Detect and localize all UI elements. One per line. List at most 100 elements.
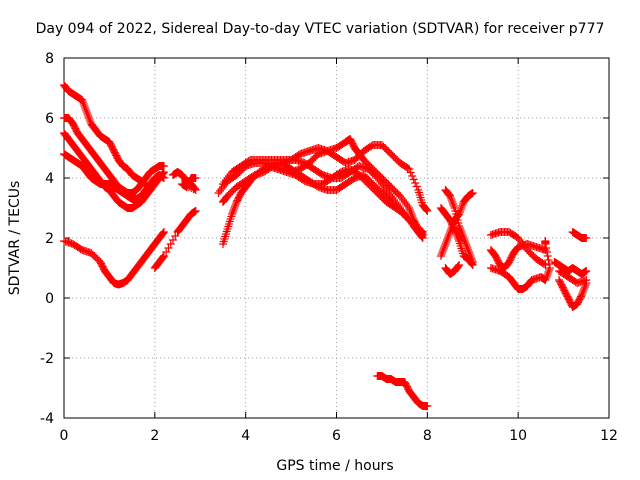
- data-point: [452, 231, 461, 239]
- data-point: [467, 260, 476, 268]
- data-point: [455, 261, 464, 269]
- data-point: [231, 202, 240, 210]
- data-point: [159, 174, 168, 182]
- series-arc-12: [373, 372, 432, 410]
- data-point: [159, 253, 168, 261]
- data-point: [542, 248, 551, 256]
- series-arc-10: [218, 162, 409, 248]
- data-point: [579, 287, 588, 295]
- x-tick-label: 2: [150, 428, 159, 444]
- data-point: [459, 234, 468, 242]
- series-arc-6: [150, 168, 200, 272]
- series-arc-8: [218, 156, 427, 242]
- y-tick-label: 4: [45, 171, 54, 187]
- data-point: [576, 292, 585, 301]
- data-point: [403, 164, 412, 172]
- data-point: [464, 248, 473, 256]
- x-axis-label: GPS time / hours: [276, 458, 393, 474]
- data-point: [447, 196, 456, 204]
- y-tick-label: 2: [45, 231, 54, 247]
- series-arc-14: [486, 228, 554, 293]
- data-point: [228, 210, 237, 218]
- data-point: [450, 225, 459, 233]
- data-point: [456, 226, 465, 234]
- data-point: [455, 208, 464, 216]
- data-point: [79, 100, 88, 108]
- data-point: [442, 238, 451, 246]
- chart-title: Day 094 of 2022, Sidereal Day-to-day VTE…: [36, 21, 605, 37]
- series-arc-4: [60, 150, 168, 203]
- data-point: [580, 285, 589, 293]
- x-tick-label: 0: [60, 428, 69, 444]
- y-tick-label: -4: [40, 411, 54, 427]
- data-point: [543, 270, 552, 278]
- data-point: [458, 230, 467, 238]
- data-point: [542, 274, 551, 282]
- data-point: [409, 175, 418, 184]
- data-point: [411, 179, 420, 187]
- y-tick-label: -2: [40, 351, 54, 367]
- data-point: [83, 110, 92, 118]
- data-point: [461, 238, 470, 246]
- data-point: [468, 261, 477, 269]
- data-point: [443, 236, 452, 244]
- data-point: [418, 228, 427, 236]
- data-point: [231, 200, 240, 208]
- data-point: [408, 172, 417, 180]
- data-point: [454, 235, 463, 243]
- data-point: [464, 246, 473, 254]
- data-point: [543, 252, 552, 260]
- data-point: [457, 204, 466, 212]
- axis-ticks: 0 2 4 6 8 10 12 -4 -2 0 2 4 6 8: [40, 51, 618, 444]
- data-point: [405, 165, 414, 173]
- y-axis-label: SDTVAR / TECUs: [7, 181, 23, 296]
- data-point: [453, 233, 462, 241]
- data-point: [541, 237, 550, 245]
- x-tick-label: 4: [241, 428, 250, 444]
- data-point: [582, 234, 591, 242]
- series-arc-5: [60, 228, 168, 289]
- series-arc-11: [268, 141, 432, 215]
- data-point: [545, 260, 554, 268]
- data-point: [230, 204, 239, 212]
- x-tick-label: 10: [509, 428, 527, 444]
- data-point: [452, 229, 461, 237]
- data-point: [437, 250, 446, 258]
- data-point: [423, 207, 432, 215]
- data-point: [405, 204, 414, 212]
- data-point: [582, 267, 591, 275]
- x-tick-label: 12: [600, 428, 618, 444]
- data-point: [191, 207, 200, 215]
- data-point: [84, 112, 93, 120]
- data-point: [84, 114, 93, 122]
- data-point: [436, 252, 445, 260]
- data-point: [467, 259, 476, 267]
- data-point: [438, 248, 447, 256]
- data-point: [451, 227, 460, 235]
- data-point: [439, 246, 448, 254]
- data-point: [228, 208, 237, 216]
- data-point: [444, 232, 453, 240]
- data-point: [78, 96, 87, 104]
- data-point: [544, 268, 553, 276]
- data-point: [191, 174, 200, 182]
- data-point: [423, 402, 432, 410]
- data-point: [544, 256, 553, 264]
- data-point: [82, 108, 91, 116]
- data-marks: [60, 81, 591, 410]
- data-point: [440, 242, 449, 250]
- data-point: [542, 272, 551, 280]
- data-point: [229, 206, 238, 214]
- data-point: [439, 244, 448, 252]
- data-point: [541, 261, 550, 269]
- data-point: [159, 228, 168, 236]
- data-point: [159, 229, 168, 237]
- data-point: [449, 202, 458, 210]
- data-point: [85, 116, 94, 124]
- data-point: [412, 182, 421, 191]
- data-point: [449, 223, 458, 232]
- data-point: [158, 230, 167, 238]
- series-arc-15: [550, 228, 591, 311]
- data-point: [407, 210, 416, 218]
- data-point: [457, 228, 466, 236]
